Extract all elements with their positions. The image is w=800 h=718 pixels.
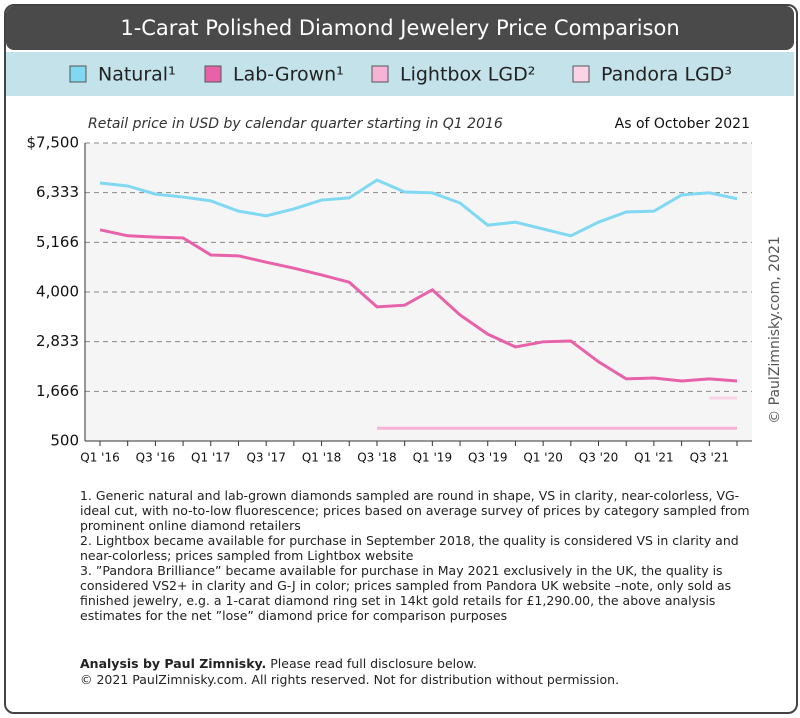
- series-line: [99, 228, 738, 383]
- x-tick-label: Q3 '17: [246, 451, 285, 465]
- subtitle: Retail price in USD by calendar quarter …: [88, 116, 503, 132]
- legend-label: Lab-Grown¹: [233, 64, 344, 86]
- y-tick-label: 2,833: [36, 332, 79, 350]
- x-tick-label: Q1 '18: [302, 451, 341, 465]
- x-tick-label: Q3 '20: [579, 451, 618, 465]
- title-bar: [6, 6, 794, 50]
- x-tick-label: Q3 '21: [690, 451, 729, 465]
- y-tick-label: 500: [50, 432, 79, 450]
- x-tick-label: Q1 '16: [80, 451, 119, 465]
- series-line: [99, 178, 738, 238]
- credit-line: Analysis by Paul Zimnisky. Please read f…: [80, 656, 760, 672]
- frame: [4, 4, 798, 714]
- legend-swatch: [69, 65, 87, 83]
- x-tick-label: Q1 '21: [634, 451, 673, 465]
- legend-swatch: [572, 65, 590, 83]
- as-of: As of October 2021: [615, 116, 750, 132]
- y-tick-label: 5,166: [36, 233, 79, 251]
- legend-swatch: [204, 65, 222, 83]
- watermark: © PaulZimnisky.com, 2021: [767, 236, 783, 424]
- disclosure: Please read full disclosure below.: [270, 656, 477, 671]
- footnote: 3. ”Pandora Brilliance” became available…: [80, 563, 732, 623]
- x-tick-label: Q1 '19: [413, 451, 452, 465]
- credits: Analysis by Paul Zimnisky. Please read f…: [80, 656, 760, 688]
- x-tick-label: Q1 '20: [523, 451, 562, 465]
- y-tick-label: 1,666: [36, 382, 79, 400]
- y-tick-label: 6,333: [36, 183, 79, 201]
- footnote: 1. Generic natural and lab-grown diamond…: [80, 488, 750, 533]
- copyright: © 2021 PaulZimnisky.com. All rights rese…: [80, 672, 620, 687]
- legend-bar: [6, 52, 794, 96]
- author: Analysis by Paul Zimnisky.: [80, 656, 267, 671]
- legend-label: Natural¹: [98, 64, 176, 86]
- y-tick-label: 4,000: [36, 283, 79, 301]
- x-tick-label: Q1 '17: [191, 451, 230, 465]
- x-tick-label: Q3 '19: [468, 451, 507, 465]
- x-tick-label: Q3 '18: [357, 451, 396, 465]
- y-tick-label: $7,500: [27, 134, 80, 152]
- legend-label: Pandora LGD³: [601, 64, 732, 86]
- x-tick-label: Q3 '16: [136, 451, 175, 465]
- legend-label: Lightbox LGD²: [400, 64, 535, 86]
- legend-swatch: [371, 65, 389, 83]
- footnotes: 1. Generic natural and lab-grown diamond…: [80, 488, 750, 623]
- chart-title: 1-Carat Polished Diamond Jewelery Price …: [120, 16, 679, 40]
- footnote: 2. Lightbox became available for purchas…: [80, 533, 739, 563]
